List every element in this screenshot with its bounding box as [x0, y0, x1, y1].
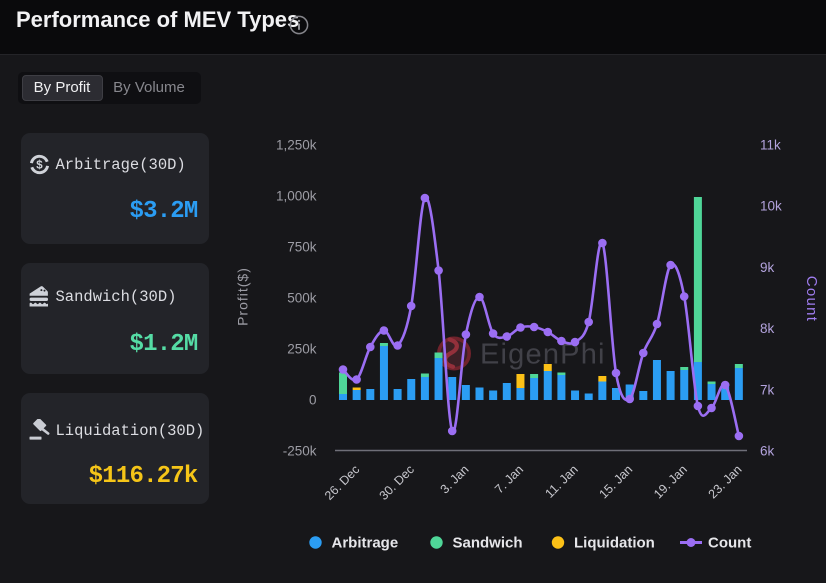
svg-text:6k: 6k — [760, 444, 775, 459]
svg-text:7k: 7k — [760, 382, 775, 397]
svg-text:11. Jan: 11. Jan — [543, 462, 581, 500]
svg-text:26. Dec: 26. Dec — [322, 462, 362, 502]
svg-text:Count: Count — [803, 276, 820, 323]
svg-text:23. Jan: 23. Jan — [706, 462, 745, 501]
svg-text:30. Dec: 30. Dec — [377, 462, 417, 502]
svg-text:Count: Count — [708, 535, 751, 552]
svg-text:10k: 10k — [760, 199, 782, 214]
svg-text:9k: 9k — [760, 260, 775, 275]
svg-text:0: 0 — [309, 393, 317, 408]
svg-text:EigenPhi: EigenPhi — [480, 339, 606, 371]
svg-text:Liquidation: Liquidation — [574, 535, 655, 552]
svg-text:Profit($): Profit($) — [235, 267, 251, 326]
svg-text:500k: 500k — [287, 291, 317, 306]
svg-text:Sandwich: Sandwich — [453, 535, 523, 552]
svg-text:7. Jan: 7. Jan — [492, 462, 526, 496]
svg-text:250k: 250k — [287, 342, 317, 357]
svg-text:1,000k: 1,000k — [276, 189, 317, 204]
svg-text:8k: 8k — [760, 321, 775, 336]
svg-text:19. Jan: 19. Jan — [651, 462, 690, 501]
svg-text:Arbitrage: Arbitrage — [332, 535, 399, 552]
svg-text:11k: 11k — [760, 138, 781, 153]
svg-text:1,250k: 1,250k — [276, 138, 317, 153]
svg-text:3. Jan: 3. Jan — [438, 462, 472, 496]
svg-text:$: $ — [36, 160, 43, 173]
svg-text:15. Jan: 15. Jan — [596, 462, 635, 501]
svg-text:750k: 750k — [287, 240, 317, 255]
svg-text:-250k: -250k — [283, 444, 317, 459]
